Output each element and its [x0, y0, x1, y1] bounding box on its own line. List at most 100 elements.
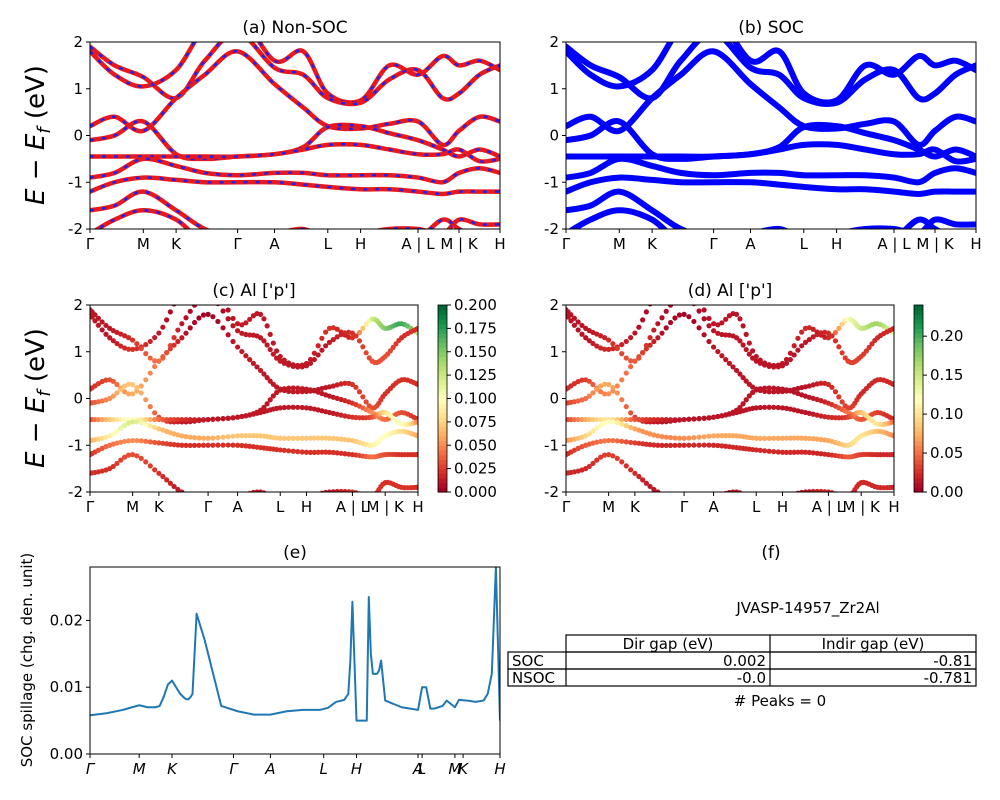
band-point [307, 449, 314, 455]
band-point [590, 428, 596, 434]
y-tick-label: -1 [68, 436, 83, 454]
colorbar-segment [914, 328, 923, 334]
band-point [349, 381, 355, 388]
band-point [810, 326, 816, 332]
band-point [261, 371, 267, 377]
band-point [164, 477, 170, 483]
band-point [138, 383, 144, 389]
band-point [628, 334, 634, 341]
band-point [220, 497, 225, 502]
band-point [286, 435, 292, 442]
band-point [659, 330, 665, 336]
band-point [802, 339, 809, 345]
band-point [286, 448, 292, 454]
band-point [706, 323, 712, 329]
x-tick-label: A [232, 498, 243, 516]
colorbar-segment [438, 323, 447, 329]
band-point [783, 360, 790, 366]
band-point [643, 309, 649, 315]
band-point [614, 420, 620, 426]
band-point [799, 435, 805, 441]
band-point [659, 284, 664, 289]
y-tick-label: 0 [73, 127, 83, 145]
colorbar-segment [438, 449, 447, 456]
band-point [230, 315, 236, 322]
band-point [677, 294, 682, 299]
colorbar-segment [438, 403, 447, 409]
band-point [667, 417, 674, 423]
colorbar-tick-label: 0.125 [454, 366, 497, 384]
x-tick-label: M | K [440, 235, 479, 253]
band-point [832, 338, 839, 344]
x-tick-label: L [418, 760, 426, 778]
colorbar-segment [914, 351, 923, 358]
band-point [171, 442, 177, 448]
band-point [610, 453, 616, 459]
band-point [363, 399, 369, 405]
band-point [802, 435, 809, 441]
band-point [225, 307, 231, 313]
band-point [243, 443, 249, 449]
band-point [319, 335, 325, 341]
band-point [267, 378, 273, 384]
y-tick-label: 1 [549, 343, 559, 361]
band-point [303, 449, 310, 455]
band-point [640, 477, 646, 483]
band-point [623, 338, 629, 345]
band-point [598, 454, 604, 460]
band-point [701, 316, 707, 322]
colorbar-segment [914, 305, 923, 311]
band-point [647, 342, 653, 348]
band-point [702, 496, 707, 501]
band-point [122, 454, 128, 460]
band-point [261, 338, 267, 344]
band-point [267, 397, 273, 403]
band-point [134, 453, 140, 459]
band-point [95, 416, 102, 423]
band-point [746, 393, 752, 399]
band-point [891, 419, 894, 425]
band-point [664, 494, 669, 499]
band-point [363, 321, 369, 327]
band-point [125, 438, 132, 444]
band-point [122, 438, 128, 445]
band-point [601, 335, 608, 341]
band-point [311, 356, 317, 363]
band-point [623, 439, 629, 445]
band-point [719, 443, 725, 449]
band-point [125, 391, 132, 397]
band-point [787, 449, 793, 455]
band-point [659, 315, 665, 321]
band-line [566, 155, 976, 186]
band-point [118, 386, 124, 392]
colorbar-segment [438, 431, 447, 437]
band-point [290, 389, 296, 395]
band-point [143, 377, 149, 383]
band-point [701, 434, 707, 440]
band-point [191, 435, 198, 441]
band-point [866, 344, 872, 350]
band-point [691, 435, 697, 441]
band-point [806, 325, 812, 331]
band-point [802, 325, 809, 331]
table-header-indir: Indir gap (eV) [822, 635, 925, 653]
colorbar-segment [914, 370, 923, 376]
panel-b-title: (b) SOC [738, 18, 804, 38]
table-row-label: SOC [512, 652, 544, 670]
band-line [90, 42, 500, 105]
colorbar-segment [914, 403, 923, 409]
band-point [264, 375, 270, 381]
band-point [640, 416, 646, 423]
colorbar-segment [914, 412, 923, 418]
band-point [107, 335, 113, 341]
band-point [243, 433, 249, 439]
x-tick-label: A | L [401, 235, 435, 253]
band-point [353, 333, 359, 339]
band-point [590, 340, 596, 347]
band-point [323, 435, 329, 441]
band-point [295, 449, 301, 455]
band-point [334, 395, 340, 402]
band-point [122, 333, 128, 339]
band-point [575, 416, 581, 423]
